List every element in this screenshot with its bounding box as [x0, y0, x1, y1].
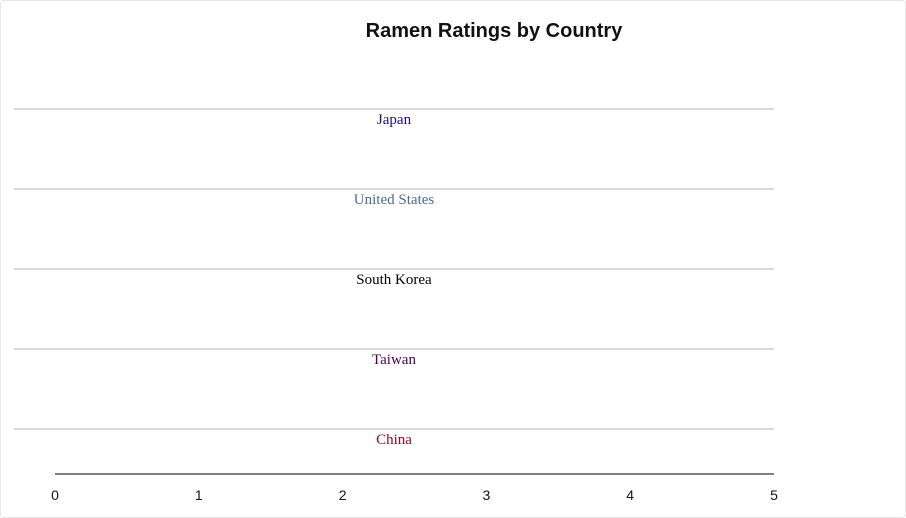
category-label: Japan [377, 112, 412, 128]
x-tick-label: 1 [195, 487, 203, 503]
x-tick-label: 0 [51, 487, 59, 503]
x-tick-label: 4 [626, 487, 634, 503]
x-tick-label: 2 [339, 487, 347, 503]
category-label: China [376, 432, 412, 448]
chart-title: Ramen Ratings by Country [365, 20, 623, 42]
x-tick-label: 3 [483, 487, 491, 503]
category-label: South Korea [356, 272, 432, 288]
category-rows: Japan United States South Korea Taiwan China [14, 108, 774, 448]
x-axis-ticks: 0 1 2 3 4 5 [51, 487, 778, 503]
x-tick-label: 5 [770, 487, 778, 503]
category-label: Taiwan [372, 352, 416, 368]
category-label: United States [354, 192, 435, 208]
